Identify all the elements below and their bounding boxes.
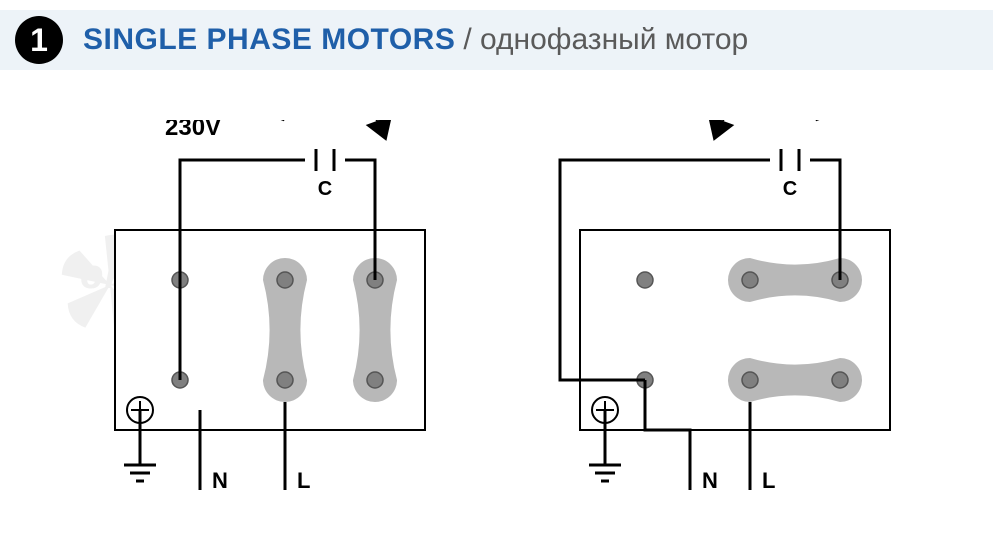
title-secondary: / однофазный мотор [463,23,748,57]
diagrams-container: C N L 230V C N L [0,120,993,540]
svg-text:C: C [783,178,797,200]
header-bar: 1 SINGLE PHASE MOTORS / однофазный мотор [0,10,993,70]
wiring-svg: C N L 230V C N L [0,120,993,540]
title-primary: SINGLE PHASE MOTORS [83,23,455,57]
svg-text:C: C [318,178,332,200]
badge-number: 1 [30,22,48,59]
svg-text:N: N [212,468,228,493]
svg-text:L: L [762,468,775,493]
svg-text:L: L [297,468,310,493]
svg-text:N: N [702,468,718,493]
svg-text:230V: 230V [165,120,221,141]
section-number-badge: 1 [15,16,63,64]
